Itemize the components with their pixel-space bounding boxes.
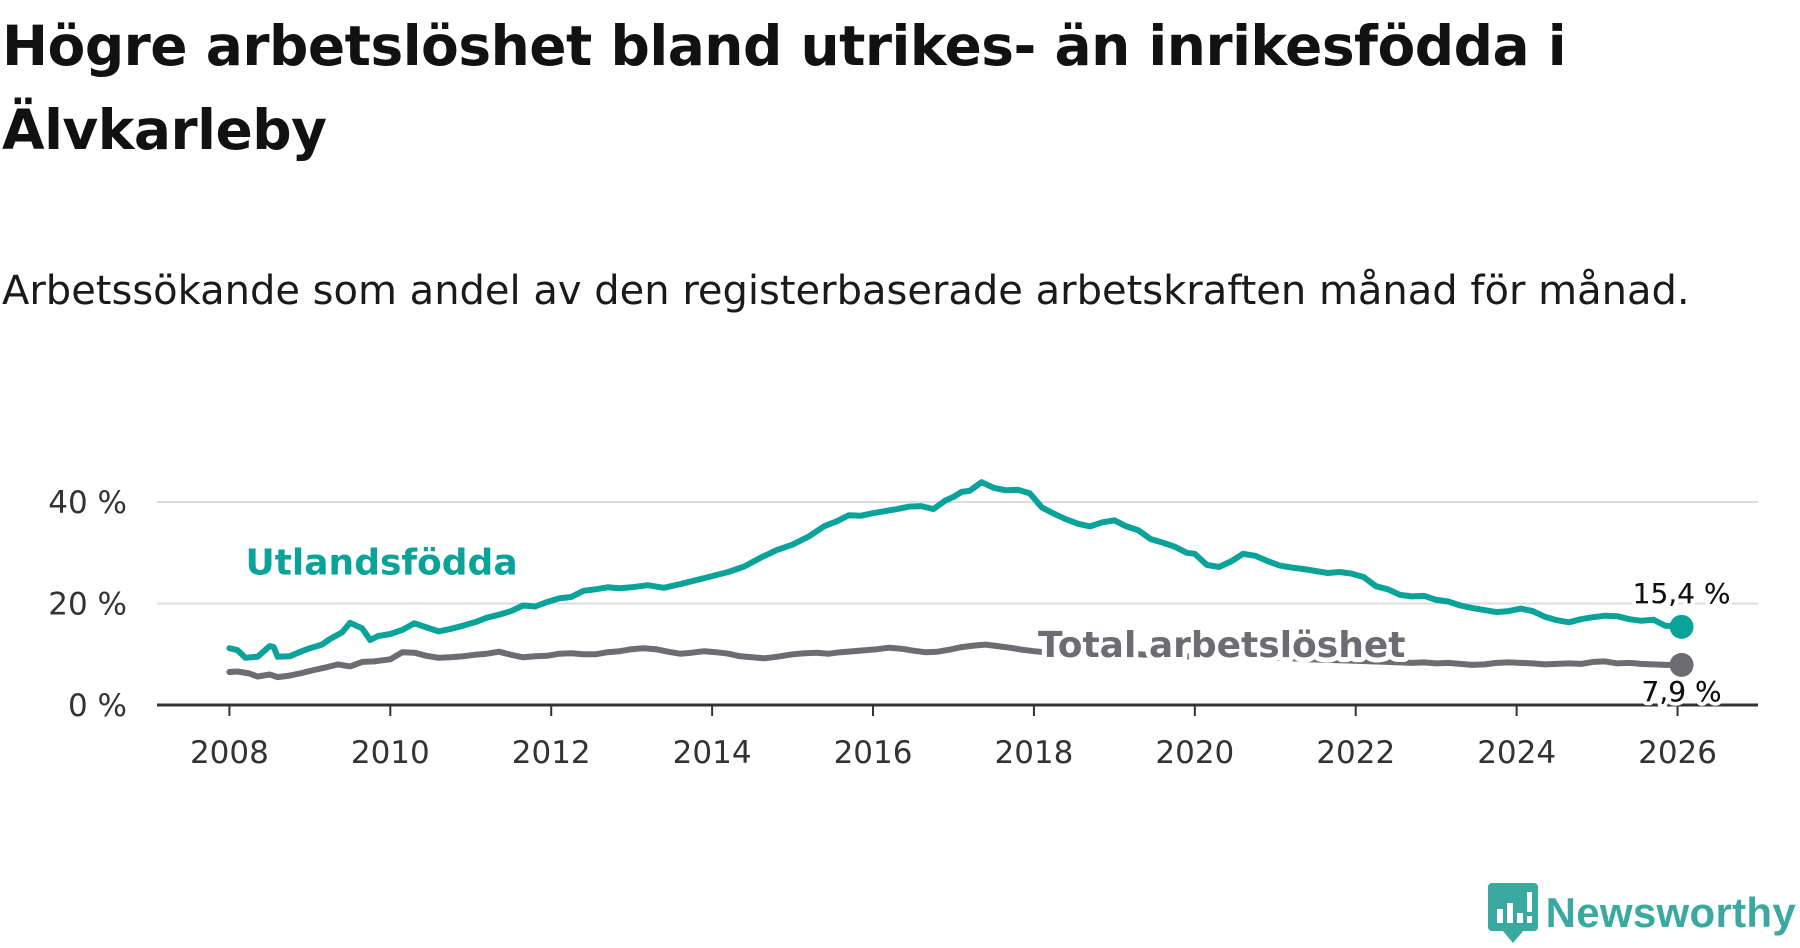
x-tick-label: 2024 [1477, 735, 1556, 771]
y-tick-label: 40 % [48, 485, 127, 521]
series-line-utlandsfödda [226, 479, 1685, 661]
series-end-point [1669, 614, 1694, 639]
series-label: Utlandsfödda [245, 543, 517, 584]
series-label: Total arbetslöshet [1038, 625, 1406, 666]
end-value-halo: 15,4 % [1633, 577, 1731, 610]
newsworthy-logo-icon [1487, 883, 1538, 943]
brand-logo: Newsworthy [1487, 878, 1796, 948]
series-lines [226, 479, 1694, 681]
end-value-label: 7,9 % [1642, 675, 1722, 708]
x-tick-label: 2014 [673, 735, 752, 771]
series-label-halo: Utlandsfödda [245, 543, 517, 584]
chart-title: Högre arbetslöshet bland utrikes- än inr… [2, 14, 1567, 162]
brand-name: Newsworthy [1545, 889, 1796, 936]
x-tick-label: 2026 [1638, 735, 1717, 771]
y-tick-label: 0 % [68, 688, 127, 724]
series-line-total-arbetslöshet [226, 641, 1685, 681]
x-tick-label: 2012 [512, 735, 591, 771]
x-tick-label: 2022 [1316, 735, 1395, 771]
x-tick-label: 2018 [994, 735, 1073, 771]
chart-subtitle: Arbetssökande som andel av den registerb… [2, 268, 1690, 314]
end-value-halo: 7,9 % [1642, 675, 1722, 708]
end-value-label: 15,4 % [1633, 577, 1731, 610]
x-tick-label: 2016 [834, 735, 913, 771]
x-axis: 2008 2010 2012 2014 2016 2018 2020 2022 2024 2026 [157, 703, 1758, 771]
series-end-point [1669, 652, 1694, 677]
x-tick-label: 2010 [351, 735, 430, 771]
x-tick-label: 2020 [1155, 735, 1234, 771]
y-tick-label: 20 % [48, 587, 127, 623]
series-label-halo: Total arbetslöshet [1038, 625, 1406, 666]
y-axis: 0 % 20 % 40 % [48, 485, 127, 724]
x-tick-label: 2008 [190, 735, 269, 771]
gridlines [157, 501, 1758, 605]
